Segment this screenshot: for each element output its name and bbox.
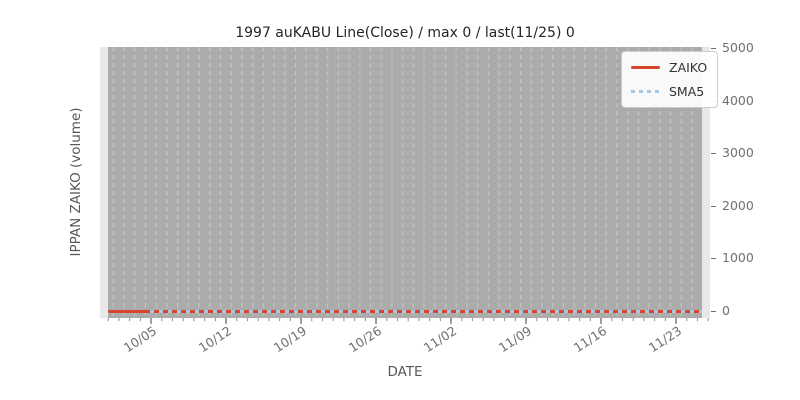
y-tick-label: 1000 [722, 250, 754, 265]
y-tick-label: 0 [722, 303, 730, 318]
zaiko-line-swatch [631, 66, 660, 69]
x-tick-label: 11/16 [570, 323, 610, 356]
legend-label: ZAIKO [669, 60, 708, 75]
y-tick-mark [711, 153, 716, 155]
y-tick-label: 5000 [722, 40, 754, 55]
legend-label: SMA5 [669, 84, 705, 99]
sma5-series-line [150, 310, 702, 313]
y-tick-mark [711, 310, 716, 312]
y-tick-mark [711, 258, 716, 260]
y-tick-label: 4000 [722, 93, 754, 108]
y-tick-label: 2000 [722, 198, 754, 213]
x-tick-label: 10/26 [345, 323, 385, 356]
vertical-gridlines [108, 47, 702, 318]
y-axis-label: IPPAN ZAIKO (volume) [68, 107, 84, 257]
x-tick-label: 10/12 [195, 323, 235, 356]
y-tick-mark [711, 205, 716, 207]
x-tick-label: 10/05 [120, 323, 160, 356]
y-tick-mark [711, 48, 716, 50]
x-axis-label: DATE [387, 364, 423, 380]
plot-area [100, 47, 710, 318]
legend-item-sma5: SMA5 [631, 84, 707, 99]
x-tick-label: 11/02 [420, 323, 460, 356]
x-tick-label: 11/23 [645, 323, 685, 356]
x-tick-label: 11/09 [495, 323, 535, 356]
y-tick-label: 3000 [722, 145, 754, 160]
legend-item-zaiko: ZAIKO [631, 60, 707, 75]
x-tick-label: 10/19 [270, 323, 310, 356]
x-axis-ticks [100, 318, 710, 327]
data-band [108, 47, 702, 318]
legend: ZAIKO SMA5 [621, 51, 719, 108]
sma5-line-swatch [631, 90, 660, 93]
chart-title: 1997 auKABU Line(Close) / max 0 / last(1… [235, 25, 575, 41]
